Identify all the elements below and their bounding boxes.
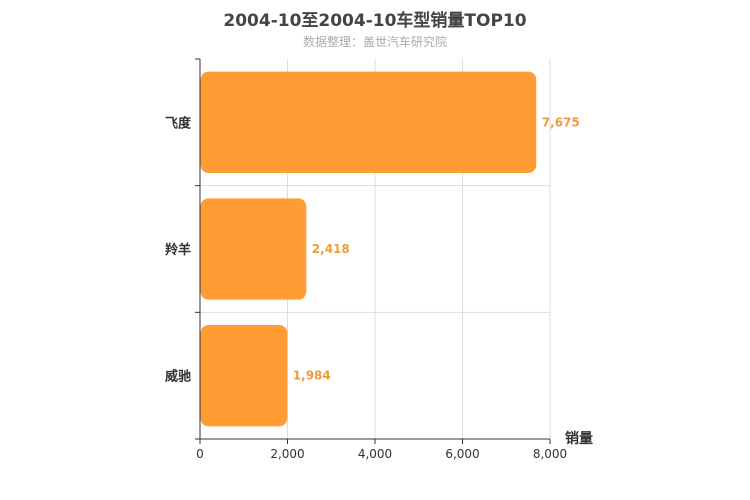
bars bbox=[200, 71, 537, 427]
chart-title: 2004-10至2004-10车型销量TOP10 bbox=[223, 11, 527, 31]
x-tick-label: 0 bbox=[196, 447, 204, 461]
x-tick-label: 8,000 bbox=[533, 447, 567, 461]
bar bbox=[200, 71, 537, 173]
x-axis-title: 销量 bbox=[565, 430, 593, 447]
bar bbox=[200, 325, 288, 427]
x-tick-label: 2,000 bbox=[270, 447, 304, 461]
bar bbox=[200, 198, 307, 300]
chart-subtitle: 数据整理：盖世汽车研究院 bbox=[302, 35, 447, 49]
category-label: 羚羊 bbox=[165, 242, 191, 258]
bar-value-label: 7,675 bbox=[542, 115, 580, 129]
bar-value-label: 1,984 bbox=[293, 369, 331, 383]
category-label: 飞度 bbox=[165, 115, 192, 131]
axes bbox=[195, 58, 551, 444]
x-tick-label: 6,000 bbox=[445, 447, 479, 461]
x-tick-label: 4,000 bbox=[358, 447, 392, 461]
labels: 0 2,000 4,000 6,000 8,000 7,675 飞度 2,418 羚羊 1,984… bbox=[165, 115, 580, 461]
category-label: 威驰 bbox=[165, 369, 191, 385]
bar-value-label: 2,418 bbox=[312, 242, 350, 256]
